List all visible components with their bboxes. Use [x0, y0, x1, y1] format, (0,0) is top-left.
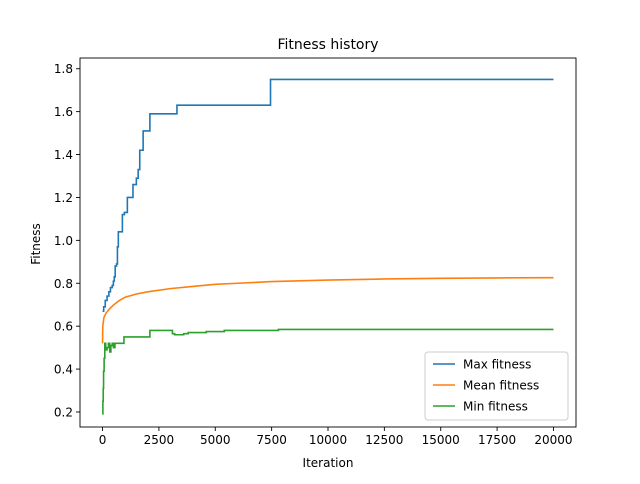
series-line-2	[101, 276, 554, 344]
chart-title: Fitness history	[277, 37, 378, 53]
y-tick-label: 1.2	[54, 191, 73, 205]
y-tick-label: 0.4	[54, 363, 73, 377]
x-tick-label: 12500	[365, 433, 403, 447]
x-tick-label: 5000	[200, 433, 231, 447]
x-axis-label: Iteration	[303, 456, 354, 470]
series-line-3	[102, 328, 554, 415]
plot-area: 0 2500 5000 7500 10000 12500 15000 17500 20000 0.…	[54, 57, 577, 447]
x-tick-label: 17500	[478, 433, 516, 447]
x-tick-label: 15000	[422, 433, 460, 447]
series-line-1	[102, 78, 554, 312]
x-tick-label: 7500	[256, 433, 287, 447]
x-tick-label: 0	[99, 433, 107, 447]
y-tick-label: 0.2	[54, 405, 73, 419]
y-axis-label: Fitness	[29, 223, 43, 265]
y-tick-label: 0.6	[54, 320, 73, 334]
x-tick-label: 10000	[309, 433, 347, 447]
y-tick-label: 1.6	[54, 105, 73, 119]
y-tick-label: 1.0	[54, 234, 73, 248]
x-tick-label: 2500	[144, 433, 175, 447]
legend-label: Mean fitness	[463, 379, 539, 393]
legend-label: Max fitness	[463, 358, 531, 372]
y-tick-label: 0.8	[54, 277, 73, 291]
legend-label: Min fitness	[463, 400, 528, 414]
legend: Max fitness Mean fitness Min fitness	[424, 351, 569, 421]
legend-box	[424, 351, 569, 421]
y-tick-label: 1.4	[54, 148, 73, 162]
x-tick-label: 20000	[534, 433, 572, 447]
y-tick-label: 1.8	[54, 62, 73, 76]
